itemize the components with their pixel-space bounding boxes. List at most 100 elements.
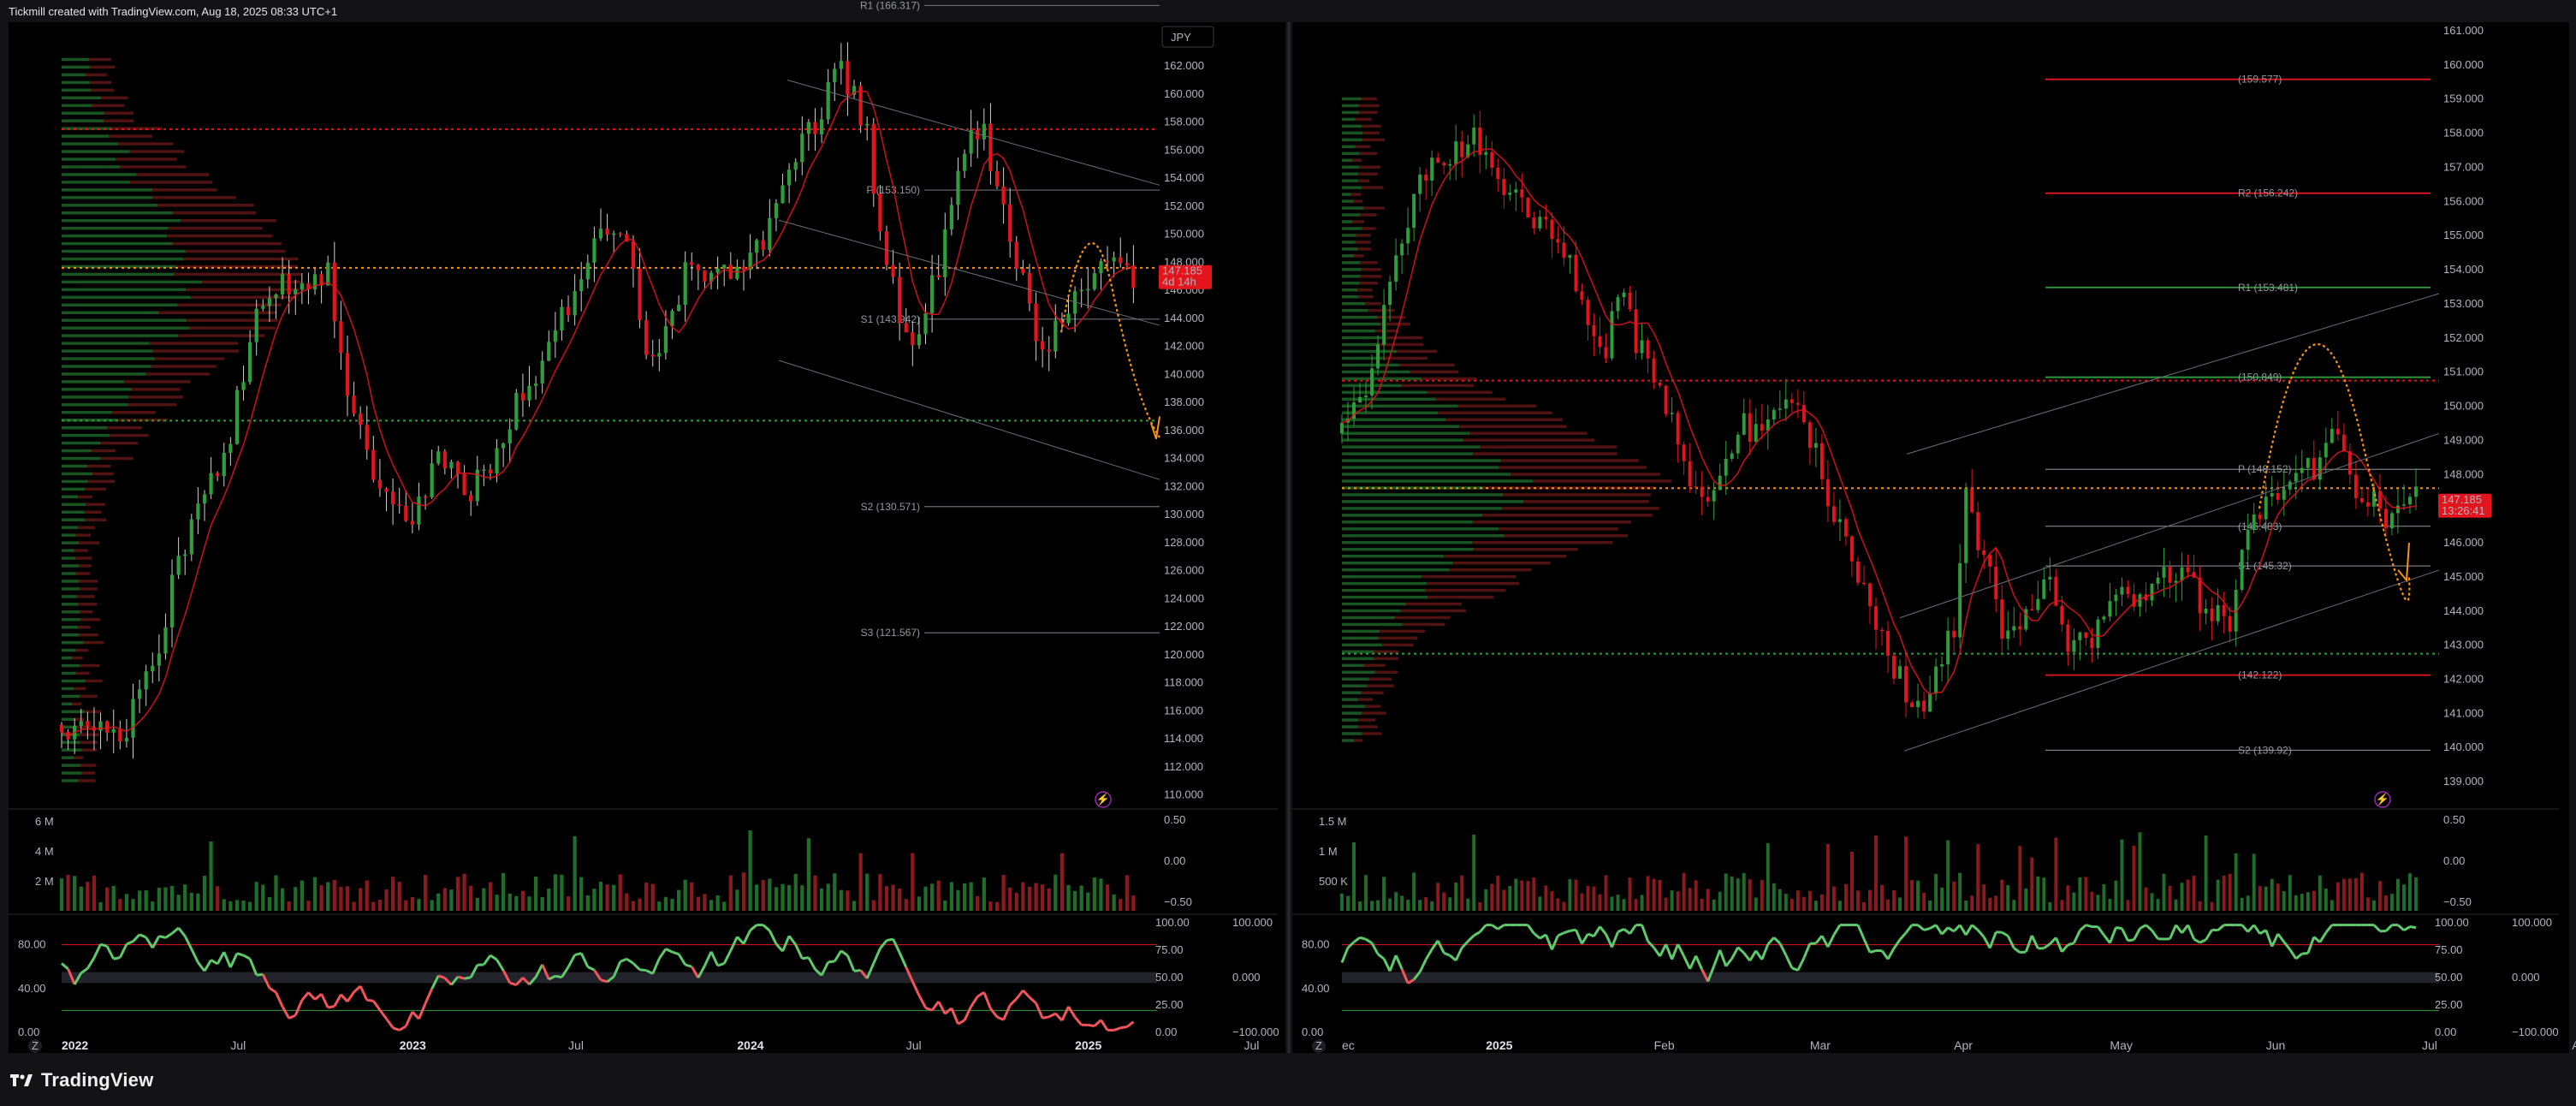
- right-oscillator-line: [2151, 929, 2159, 940]
- left-volume-profile-bar: [62, 464, 88, 468]
- right-candle: [1700, 486, 1704, 497]
- right-volume-profile-bar: [1422, 574, 1517, 579]
- right-volume-profile-bar: [1355, 241, 1371, 244]
- right-candle: [1562, 242, 1566, 259]
- left-candle: [287, 274, 291, 294]
- right-candle: [2383, 508, 2388, 529]
- right-candle: [1658, 383, 1662, 386]
- left-oscillator-line: [541, 964, 550, 980]
- left-oscillator-line: [378, 1008, 388, 1020]
- tradingview-logo[interactable]: TradingView: [10, 1067, 153, 1093]
- left-volume-bar: [248, 901, 252, 911]
- left-volume-profile-bar: [62, 181, 130, 184]
- right-oscillator-line: [2318, 931, 2328, 943]
- left-volume-profile-bar: [75, 556, 92, 560]
- left-candle: [1047, 349, 1051, 352]
- left-volume-bar: [657, 901, 662, 911]
- right-candle: [2168, 567, 2172, 583]
- right-volume-bar: [2078, 877, 2082, 911]
- right-osc-right-tick: 0.00: [2435, 1026, 2456, 1038]
- right-volume-bar: [1352, 841, 1356, 911]
- right-volume-bar: [1778, 889, 1782, 911]
- left-osc-right-tick-2: 100.000: [1232, 916, 1273, 929]
- left-candle: [884, 231, 889, 265]
- left-candle: [449, 461, 454, 469]
- right-volume-profile-bar: [1350, 193, 1362, 196]
- right-candle: [2084, 632, 2088, 639]
- right-volume-profile-bar: [1503, 493, 1651, 497]
- left-volume-profile-bar: [62, 80, 91, 85]
- left-candle: [1034, 303, 1038, 342]
- right-volume-bar: [1664, 897, 1668, 911]
- left-y-tick: 116.000: [1164, 704, 1203, 717]
- right-volume-profile-bar: [1342, 636, 1379, 640]
- left-oscillator-line: [911, 980, 921, 996]
- left-oscillator-line: [145, 937, 154, 949]
- left-volume-profile-bar: [75, 572, 91, 575]
- left-oscillator-line: [1093, 1019, 1102, 1027]
- left-channel-mid: [778, 219, 1160, 326]
- right-oscillator-line: [1880, 949, 1890, 960]
- left-volume-bar: [527, 896, 531, 911]
- right-oscillator-line: [2396, 924, 2405, 931]
- right-volume-profile-bar: [1342, 732, 1362, 735]
- left-volume-bar: [670, 898, 674, 911]
- right-volume-bar: [1813, 901, 1818, 911]
- left-volume-profile-bar: [62, 740, 80, 744]
- left-volume-profile-bar: [62, 65, 90, 69]
- left-oscillator-line: [989, 1008, 999, 1018]
- right-candle: [2174, 580, 2178, 583]
- left-volume-profile-bar: [62, 656, 73, 660]
- left-x-tick: 2022: [62, 1038, 88, 1052]
- right-volume-profile-bar: [1499, 466, 1647, 469]
- right-candle: [1964, 488, 1968, 563]
- left-candle: [502, 443, 506, 449]
- right-volume-profile-bar: [1342, 507, 1502, 510]
- left-volume-profile-bar: [62, 365, 151, 368]
- left-volume-profile-bar: [183, 257, 299, 261]
- right-volume-bar: [2312, 890, 2316, 911]
- left-candle: [216, 473, 220, 477]
- right-volume-profile-bar: [1342, 602, 1406, 606]
- right-oscillator-line: [2241, 924, 2249, 933]
- left-oscillator-line: [574, 952, 582, 957]
- left-y-tick: 158.000: [1164, 116, 1204, 128]
- right-volume-bar: [1358, 901, 1362, 911]
- right-y-tick: 144.000: [2443, 604, 2484, 617]
- left-osc-right-tick: 50.00: [1155, 971, 1184, 984]
- left-candle: [748, 253, 752, 271]
- right-candle: [1795, 402, 1800, 405]
- left-pivot-label: R1 (166.317): [860, 0, 920, 11]
- right-candle: [1460, 141, 1464, 158]
- left-volume-profile-bar: [92, 472, 114, 476]
- right-candle: [2090, 638, 2094, 649]
- left-y-tick: 138.000: [1164, 395, 1204, 408]
- left-volume-bar: [644, 882, 649, 911]
- right-oscillator-line: [1953, 924, 1962, 933]
- right-volume-profile-bar: [1342, 193, 1351, 196]
- right-volume-bar: [1472, 835, 1476, 911]
- left-candle: [638, 268, 642, 320]
- right-volume-profile-bar: [1399, 363, 1455, 367]
- left-volume-bar: [1125, 875, 1129, 911]
- right-volume-bar: [2144, 887, 2148, 911]
- left-volume-bar: [741, 872, 746, 911]
- left-candle: [1059, 320, 1065, 324]
- left-volume-bar: [254, 882, 258, 911]
- left-volume-profile-bar: [62, 241, 174, 246]
- right-volume-bar: [1676, 891, 1680, 911]
- right-volume-profile-bar: [1342, 172, 1359, 175]
- left-y-tick: 142.000: [1164, 340, 1204, 353]
- left-volume-bar: [748, 830, 752, 911]
- left-volume-bar: [858, 853, 863, 911]
- right-candle: [1520, 189, 1524, 198]
- left-volume-bar: [709, 900, 714, 911]
- left-volume-profile-bar: [75, 648, 89, 652]
- right-oscillator-line: [1400, 968, 1410, 984]
- left-volume-bar: [703, 894, 707, 911]
- right-y-tick: 152.000: [2443, 331, 2484, 344]
- right-candle: [1550, 219, 1554, 240]
- left-volume-tick: 2 M: [35, 875, 54, 888]
- right-volume-profile-bar: [1342, 349, 1398, 354]
